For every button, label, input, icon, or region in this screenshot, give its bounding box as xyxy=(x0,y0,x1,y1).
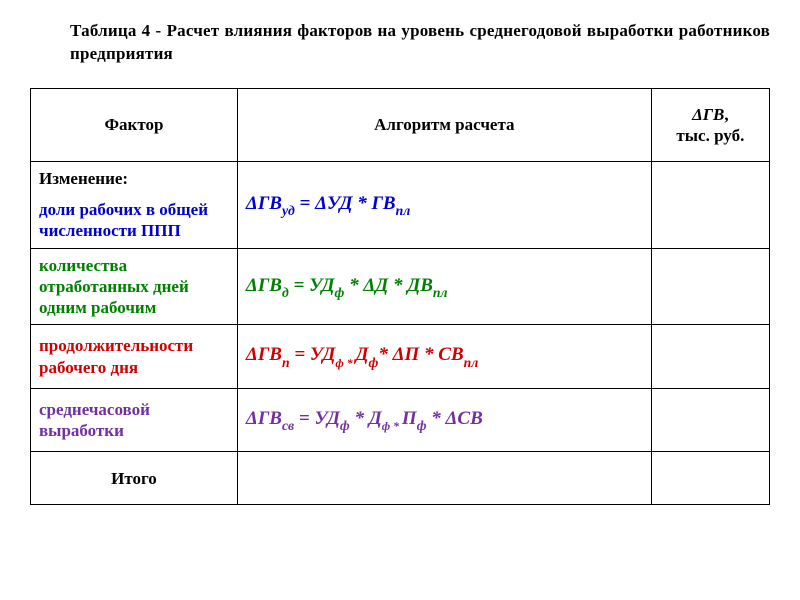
algorithm-cell: ΔГВд = УДф * ΔД * ДВпл xyxy=(237,248,651,325)
algorithm-cell: ΔГВуд = ΔУД * ГВпл xyxy=(237,161,651,248)
col-header-delta: ΔГВ,тыс. руб. xyxy=(651,88,769,161)
algorithm-cell: ΔГВсв = УДф * Дф * Пф * ΔСВ xyxy=(237,388,651,452)
table-row: продолжительности рабочего дня ΔГВп = УД… xyxy=(31,325,770,389)
algorithm-cell: ΔГВп = УДф * Дф* ΔП * СВпл xyxy=(237,325,651,389)
value-cell xyxy=(651,161,769,248)
value-cell xyxy=(651,325,769,389)
factor-cell: среднечасовой выработки xyxy=(31,388,238,452)
page: Таблица 4 - Расчет влияния факторов на у… xyxy=(0,0,800,525)
factor-cell: продолжительности рабочего дня xyxy=(31,325,238,389)
table-row: среднечасовой выработки ΔГВсв = УДф * Дф… xyxy=(31,388,770,452)
delta-gv-symbol: ΔГВ xyxy=(692,105,724,124)
table-row: количества отработанных дней одним рабоч… xyxy=(31,248,770,325)
table-caption: Таблица 4 - Расчет влияния факторов на у… xyxy=(70,20,770,66)
total-label: Итого xyxy=(31,452,238,505)
col-header-algorithm: Алгоритм расчета xyxy=(237,88,651,161)
total-algo-cell xyxy=(237,452,651,505)
value-cell xyxy=(651,388,769,452)
factor-cell: количества отработанных дней одним рабоч… xyxy=(31,248,238,325)
value-cell xyxy=(651,248,769,325)
factor-change-label: Изменение: xyxy=(39,168,229,189)
total-value-cell xyxy=(651,452,769,505)
table-total-row: Итого xyxy=(31,452,770,505)
factors-table: Фактор Алгоритм расчета ΔГВ,тыс. руб. Из… xyxy=(30,88,770,506)
col-header-factor: Фактор xyxy=(31,88,238,161)
table-row: Изменение: доли рабочих в общей численно… xyxy=(31,161,770,248)
factor-text: доли рабочих в общей численности ППП xyxy=(39,199,229,242)
table-header-row: Фактор Алгоритм расчета ΔГВ,тыс. руб. xyxy=(31,88,770,161)
factor-cell: Изменение: доли рабочих в общей численно… xyxy=(31,161,238,248)
